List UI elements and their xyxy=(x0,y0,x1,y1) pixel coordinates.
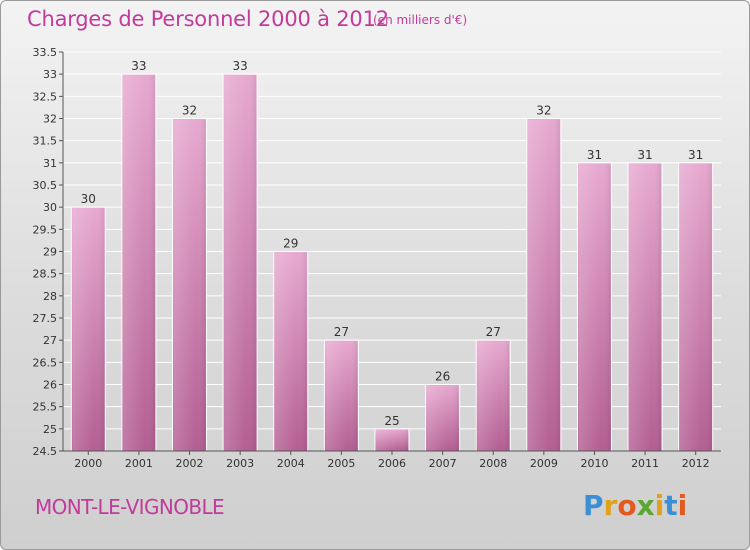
y-tick-label: 33 xyxy=(43,68,57,81)
y-tick-label: 30.5 xyxy=(33,179,58,192)
y-tick-label: 25 xyxy=(43,423,57,436)
y-tick-label: 26 xyxy=(43,379,57,392)
y-tick-label: 27.5 xyxy=(33,312,58,325)
y-tick-label: 33.5 xyxy=(33,46,58,59)
y-tick-label: 31 xyxy=(43,157,57,170)
logo-letter: i xyxy=(654,489,665,522)
bar-shade xyxy=(426,385,459,451)
logo-letter: x xyxy=(636,489,655,522)
y-tick-label: 29.5 xyxy=(33,223,58,236)
bar-shade xyxy=(325,341,358,451)
proxiti-logo: Proxiti xyxy=(583,489,687,522)
data-label: 30 xyxy=(81,192,96,206)
data-label: 29 xyxy=(283,237,298,251)
y-tick-label: 24.5 xyxy=(33,445,58,458)
data-label: 27 xyxy=(334,325,349,339)
chart-subtitle: (en milliers d'€) xyxy=(373,13,468,27)
x-tick-label: 2012 xyxy=(682,457,710,470)
logo-letter: o xyxy=(617,489,637,522)
y-tick-label: 32 xyxy=(43,113,57,126)
y-tick-label: 28 xyxy=(43,290,57,303)
data-label: 33 xyxy=(233,59,248,73)
data-label: 26 xyxy=(435,370,450,384)
x-tick-label: 2008 xyxy=(479,457,507,470)
data-label: 25 xyxy=(384,414,399,428)
data-label: 32 xyxy=(536,104,551,118)
x-tick-label: 2004 xyxy=(277,457,305,470)
data-label: 33 xyxy=(131,59,146,73)
logo-letter: r xyxy=(603,489,618,522)
bar-shade xyxy=(122,75,155,452)
commune-name: MONT-LE-VIGNOBLE xyxy=(35,495,225,519)
data-label: 31 xyxy=(637,148,652,162)
bar-shade xyxy=(578,163,611,452)
bar-shade xyxy=(173,119,206,451)
x-tick-label: 2001 xyxy=(125,457,153,470)
y-tick-label: 32.5 xyxy=(33,90,58,103)
x-tick-label: 2006 xyxy=(378,457,406,470)
bar-shade xyxy=(376,429,408,451)
y-tick-label: 29 xyxy=(43,246,57,259)
data-label: 32 xyxy=(182,104,197,118)
x-tick-label: 2000 xyxy=(74,457,102,470)
logo-letter: i xyxy=(677,489,688,522)
logo-letter: P xyxy=(583,489,604,522)
logo-letter: t xyxy=(664,489,678,522)
x-tick-label: 2010 xyxy=(580,457,608,470)
y-tick-label: 30 xyxy=(43,201,57,214)
x-tick-label: 2009 xyxy=(530,457,558,470)
bar-shade xyxy=(274,252,307,451)
bar-shade xyxy=(629,163,662,452)
data-label: 31 xyxy=(587,148,602,162)
bar-shade xyxy=(527,119,560,451)
x-tick-label: 2007 xyxy=(429,457,457,470)
x-tick-label: 2011 xyxy=(631,457,659,470)
y-tick-label: 28.5 xyxy=(33,268,58,281)
y-tick-label: 26.5 xyxy=(33,356,58,369)
chart-title: Charges de Personnel 2000 à 2012 xyxy=(27,7,389,31)
bar-shade xyxy=(679,163,712,452)
x-tick-label: 2003 xyxy=(226,457,254,470)
bar-shade xyxy=(72,208,105,451)
bar-shade xyxy=(224,75,257,452)
x-tick-label: 2005 xyxy=(327,457,355,470)
y-tick-label: 25.5 xyxy=(33,401,58,414)
bar-shade xyxy=(477,341,510,451)
y-tick-label: 31.5 xyxy=(33,135,58,148)
data-label: 27 xyxy=(486,325,501,339)
data-label: 31 xyxy=(688,148,703,162)
x-tick-label: 2002 xyxy=(176,457,204,470)
y-tick-label: 27 xyxy=(43,334,57,347)
